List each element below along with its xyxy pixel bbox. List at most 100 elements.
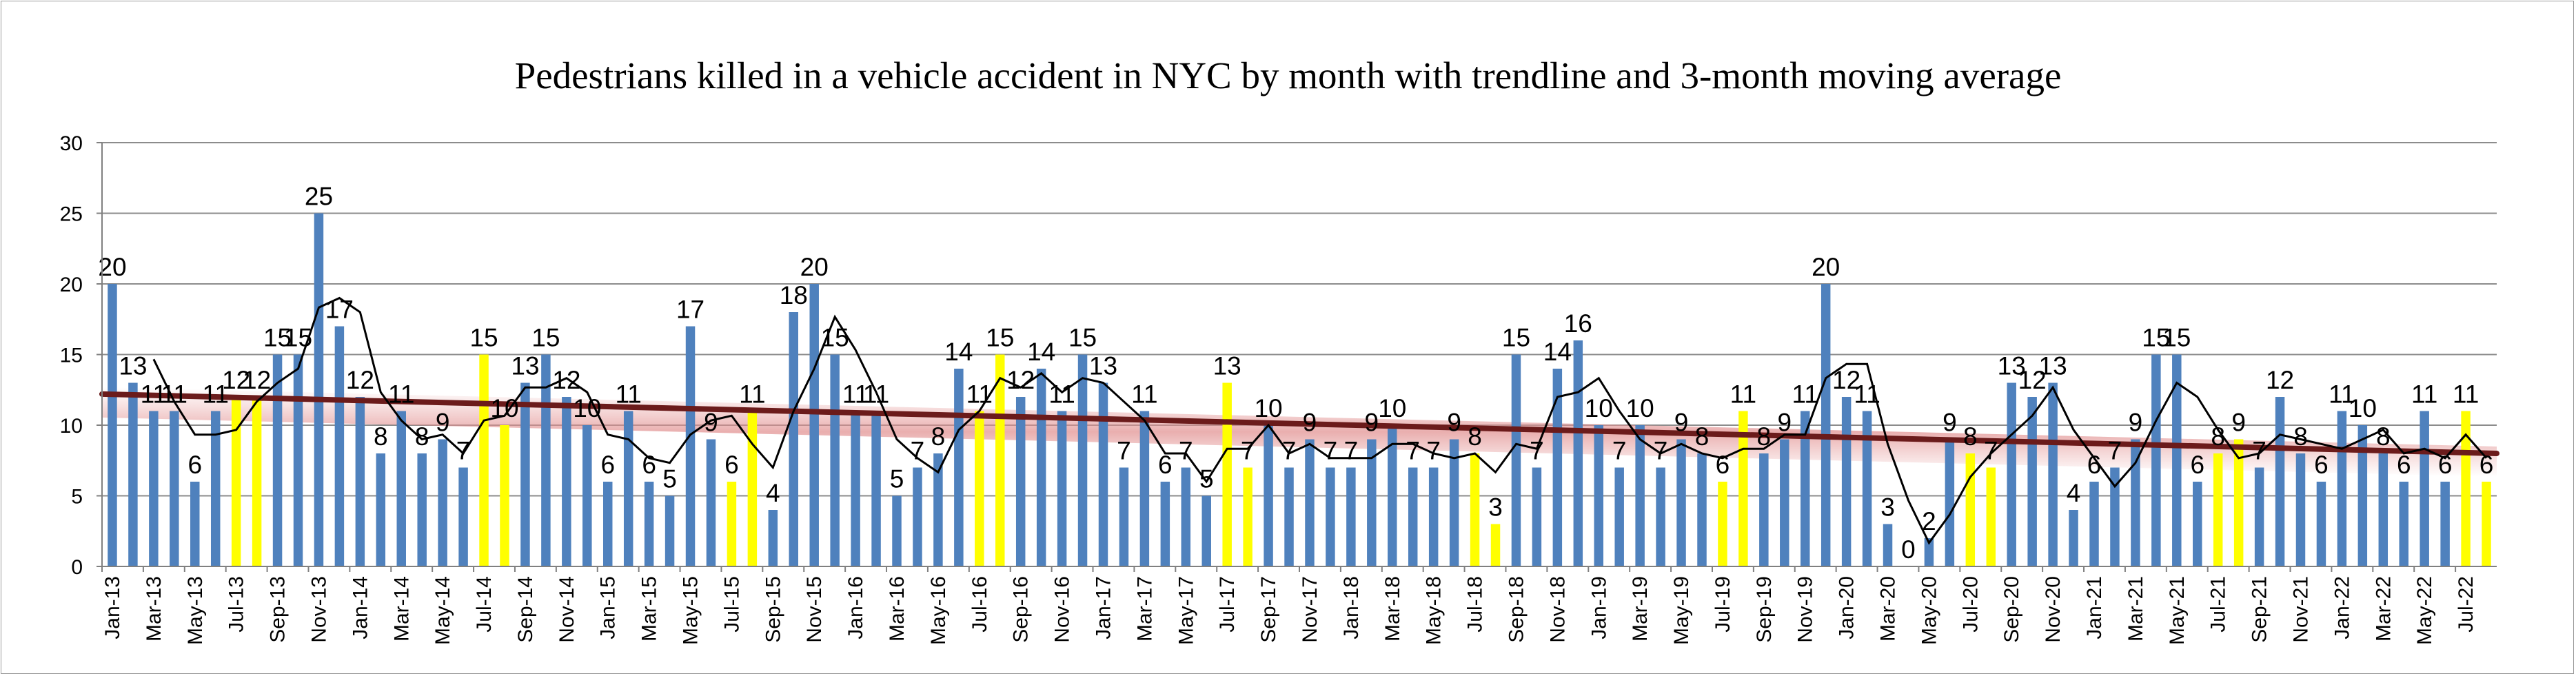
data-label: 13	[1213, 352, 1241, 380]
data-label: 11	[1854, 380, 1880, 409]
bar-oct-18	[1532, 467, 1542, 566]
data-label: 7	[1426, 437, 1441, 465]
bar-jan-15	[602, 482, 613, 566]
bar-jun-17	[1201, 495, 1211, 566]
data-label: 12	[346, 366, 374, 394]
bar-jun-14	[458, 467, 468, 566]
bar-dec-16	[1077, 354, 1088, 566]
data-label: 8	[1757, 422, 1772, 451]
data-label: 6	[2397, 451, 2411, 479]
data-label: 15	[2162, 324, 2191, 352]
chart-title: Pedestrians killed in a vehicle accident…	[514, 54, 2062, 96]
data-label: 11	[388, 380, 414, 409]
data-label: 20	[1812, 253, 1840, 281]
data-label: 11	[2329, 380, 2355, 409]
data-label: 7	[2252, 437, 2266, 465]
bar-mar-18	[1388, 425, 1397, 566]
data-label: 9	[1303, 409, 1317, 437]
data-label: 10	[2349, 394, 2377, 422]
bar-oct-13	[293, 354, 303, 566]
bar-sep-13	[272, 354, 283, 566]
data-label: 11	[863, 380, 889, 409]
data-label: 6	[2190, 451, 2204, 479]
bar-aug-13	[252, 397, 262, 566]
data-label: 5	[890, 465, 904, 493]
bar-jan-16	[851, 411, 860, 566]
data-label: 7	[1324, 437, 1338, 465]
y-axis-ticks: 0 5 10 15 20 25 30	[60, 132, 102, 579]
x-tick-label: Jan-18	[1340, 576, 1363, 639]
x-tick-label: Jul-16	[968, 576, 991, 633]
data-label: 14	[1543, 338, 1572, 366]
data-label: 5	[1199, 465, 1214, 493]
data-label: 8	[1695, 422, 1710, 451]
bar-jul-13	[231, 397, 241, 566]
bar-apr-16	[913, 467, 922, 566]
data-label: 25	[305, 183, 333, 211]
x-tick-label: Mar-19	[1629, 576, 1652, 642]
data-label: 12	[2266, 366, 2294, 394]
bar-mar-20	[1883, 524, 1893, 566]
bar-mar-14	[396, 411, 406, 566]
bar-jun-15	[706, 439, 716, 566]
data-label: 11	[1131, 380, 1157, 409]
bar-feb-19	[1614, 467, 1624, 566]
bar-sep-21	[2254, 467, 2264, 566]
data-label: 7	[1612, 437, 1627, 465]
bar-feb-17	[1119, 467, 1129, 566]
bar-dec-17	[1326, 467, 1335, 566]
data-label: 18	[780, 281, 808, 309]
bar-sep-18	[1511, 354, 1521, 566]
bar-jan-19	[1594, 425, 1603, 566]
data-label: 15	[2142, 324, 2170, 352]
bar-may-16	[933, 453, 943, 566]
x-tick-label: May-16	[927, 576, 950, 645]
bar-feb-13	[128, 382, 138, 566]
data-label: 15	[821, 324, 849, 352]
bar-jul-20	[1965, 453, 1976, 566]
data-label: 7	[1117, 437, 1131, 465]
data-label: 12	[2018, 366, 2047, 394]
data-label: 14	[944, 338, 973, 366]
x-tick-label: Nov-20	[2042, 576, 2065, 643]
bar-apr-17	[1160, 482, 1170, 566]
data-label: 6	[2087, 451, 2102, 479]
bar-nov-20	[2048, 382, 2058, 566]
x-tick-label: Sep-17	[1257, 576, 1280, 643]
moving-average-polyline	[152, 296, 2488, 545]
data-label: 11	[161, 380, 187, 409]
bar-apr-18	[1408, 467, 1418, 566]
data-label: 7	[1241, 437, 1255, 465]
x-tick-label: Nov-14	[556, 576, 578, 643]
data-label: 13	[511, 352, 539, 380]
x-tick-label: Nov-13	[307, 576, 330, 643]
data-label: 17	[325, 296, 354, 324]
bar-apr-15	[665, 495, 675, 566]
bar-may-15	[685, 326, 696, 566]
bar-dec-19	[1821, 284, 1831, 566]
x-tick-label: Jan-17	[1092, 576, 1115, 639]
x-tick-label: Jul-17	[1216, 576, 1239, 633]
bar-jan-21	[2089, 482, 2099, 566]
data-label: 4	[766, 479, 780, 507]
data-label: 11	[739, 380, 765, 409]
x-tick-label: Jan-15	[597, 576, 620, 639]
data-label: 13	[119, 352, 147, 380]
data-label: 15	[531, 324, 560, 352]
bar-jul-15	[727, 482, 737, 566]
bar-sep-17	[1264, 425, 1273, 566]
data-label: 7	[1282, 437, 1297, 465]
data-label: 9	[436, 409, 450, 437]
data-label: 9	[1943, 409, 1957, 437]
x-tick-label: Sep-21	[2249, 576, 2271, 643]
x-tick-label: May-19	[1670, 576, 1693, 645]
bar-series	[108, 213, 2491, 566]
bar-oct-20	[2027, 397, 2037, 566]
x-tick-label: Nov-17	[1299, 576, 1321, 643]
x-tick-label: Nov-21	[2289, 576, 2312, 643]
bar-apr-19	[1656, 467, 1665, 566]
data-label: 10	[1378, 394, 1406, 422]
y-tick-label: 15	[60, 345, 83, 367]
